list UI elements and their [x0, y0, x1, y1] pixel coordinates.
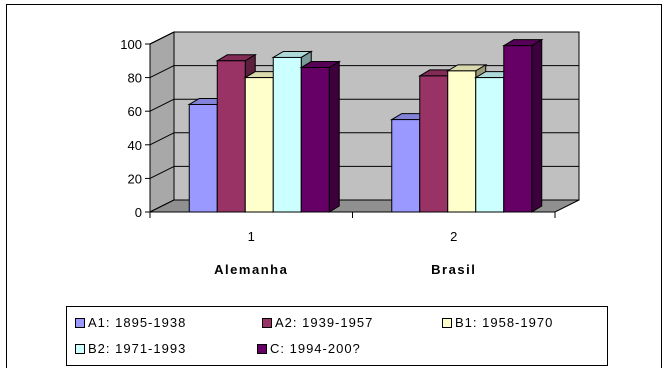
- legend-swatch: [257, 343, 267, 354]
- legend-label: B1: 1958-1970: [455, 315, 554, 330]
- legend-item: A2: 1939-1957: [262, 315, 373, 330]
- bar-front: [475, 77, 505, 213]
- legend-label: C: 1994-200?: [270, 341, 361, 356]
- y-tick-label: 100: [120, 37, 142, 52]
- gridline-side: [149, 132, 175, 146]
- bar: [299, 60, 342, 213]
- legend-swatch: [442, 317, 452, 328]
- gridline-side: [149, 65, 175, 79]
- bar-front: [272, 56, 302, 213]
- gridline-side: [149, 98, 175, 112]
- legend-label: A2: 1939-1957: [275, 315, 374, 330]
- x-tick-label: 1: [248, 229, 255, 244]
- bar-front: [300, 67, 330, 213]
- gridline-side: [149, 31, 175, 45]
- category-name: Alemanha: [214, 262, 288, 277]
- y-tick-label: 0: [135, 205, 142, 220]
- bar-side: [328, 60, 340, 213]
- legend-item: B2: 1971-1993: [75, 341, 186, 356]
- y-tick-label: 40: [128, 138, 142, 153]
- chart-legend: A1: 1895-1938 A2: 1939-1957 B1: 1958-1970 B…: [66, 306, 608, 366]
- legend-label: B2: 1971-1993: [88, 341, 187, 356]
- y-tick-label: 80: [128, 71, 142, 86]
- bar-front: [188, 103, 218, 213]
- legend-swatch: [75, 317, 85, 328]
- gridline-side: [149, 165, 175, 179]
- x-tick-label: 2: [450, 229, 457, 244]
- bar-front: [244, 77, 274, 213]
- bar-front: [419, 75, 449, 213]
- side-wall: [149, 31, 175, 213]
- legend-swatch: [262, 317, 272, 328]
- bar-front: [391, 119, 421, 213]
- y-tick-label: 20: [128, 171, 142, 186]
- category-name: Brasil: [431, 262, 476, 277]
- y-tick-label: 60: [128, 104, 142, 119]
- bar-front: [503, 45, 533, 213]
- legend-swatch: [75, 343, 85, 354]
- legend-item: C: 1994-200?: [257, 341, 361, 356]
- legend-item: B1: 1958-1970: [442, 315, 553, 330]
- legend-label: A1: 1895-1938: [88, 315, 187, 330]
- bar-front: [447, 70, 477, 213]
- bar: [501, 38, 544, 213]
- bar-front: [216, 60, 246, 213]
- legend-item: A1: 1895-1938: [75, 315, 186, 330]
- bar-side: [531, 38, 543, 213]
